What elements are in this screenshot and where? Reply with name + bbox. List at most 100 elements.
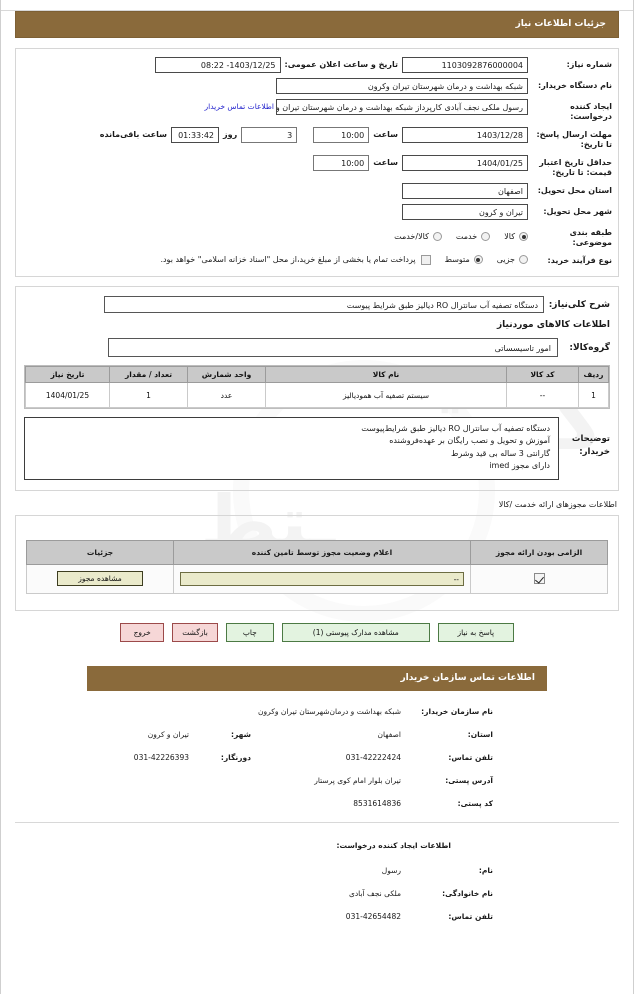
- desc-line: دارای مجوز imed: [489, 461, 550, 471]
- buyer-org-label: نام دستگاه خریدار:: [538, 81, 612, 90]
- view-attachments-button[interactable]: مشاهده مدارک پیوستی (1): [281, 622, 430, 642]
- col-unit: واحد شمارش: [187, 366, 266, 383]
- days-label: روز: [223, 130, 238, 139]
- creator-firstname-label: نام:: [478, 865, 493, 875]
- deadline-date-field[interactable]: 1403/12/28: [402, 127, 528, 143]
- exit-button[interactable]: خروج: [120, 622, 165, 642]
- creator-firstname-value: رسول: [381, 865, 401, 875]
- desc-line: آموزش و تحویل و نصب رایگان بر عهده‌فروشن…: [389, 436, 550, 446]
- contact-phone-value: 031-42222424: [345, 752, 401, 762]
- province-field[interactable]: اصفهان: [402, 183, 528, 199]
- creator-phone-label: تلفن تماس:: [448, 911, 493, 921]
- contact-divider: [15, 821, 619, 823]
- print-button[interactable]: چاپ: [225, 622, 274, 642]
- cell-name: سیستم تصفیه آب همودیالیز: [265, 382, 507, 408]
- permits-note: اطلاعات مجوزهای ارائه خدمت /کالا: [498, 499, 617, 509]
- summary-field[interactable]: دستگاه تصفیه آب سانترال RO دیالیز طبق شر…: [104, 296, 544, 313]
- need-number-row: شماره نیاز: 1103092876000004 تاریخ و ساع…: [22, 57, 612, 73]
- radio-process-motavaset[interactable]: متوسط: [445, 255, 483, 264]
- contact-org-row: نام سازمان خریدار: شبکه بهداشت و درمان‌ش…: [1, 707, 493, 716]
- need-number-label: شماره نیاز:: [566, 60, 612, 69]
- back-button[interactable]: بازگشت: [172, 622, 218, 642]
- radio-label-motavaset: متوسط: [444, 255, 470, 264]
- action-button-row: پاسخ به نیاز مشاهده مدارک پیوستی (1) چاپ…: [1, 622, 633, 642]
- goods-table: ردیف کد کالا نام کالا واحد شمارش تعداد /…: [25, 366, 609, 408]
- buyer-org-row: نام دستگاه خریدار: شبکه بهداشت و درمان ش…: [22, 78, 612, 94]
- validity-date-field[interactable]: 1404/01/25: [402, 155, 528, 171]
- cell-code: --: [506, 382, 579, 408]
- contact-section-title: اطلاعات تماس سازمان خریدار: [87, 665, 547, 691]
- cell-date: 1404/01/25: [25, 382, 110, 408]
- contact-province-label: استان:: [467, 729, 493, 739]
- cell-row: 1: [578, 382, 609, 408]
- deadline-label: مهلت ارسال پاسخ: تا تاریخ:: [536, 130, 612, 149]
- radio-on-icon: [473, 255, 483, 264]
- creator-field[interactable]: رسول ملکی نجف آبادی کارپرداز شبکه بهداشت…: [276, 99, 528, 115]
- validity-row: حداقل تاریخ اعتبار قیمت: تا تاریخ: 1404/…: [22, 155, 612, 178]
- permits-table: الزامی بودن ارائه مجوز اعلام وضعیت مجوز …: [26, 539, 608, 594]
- province-label: استان محل تحویل:: [537, 186, 612, 195]
- contact-body: نام سازمان خریدار: شبکه بهداشت و درمان‌ش…: [1, 691, 633, 921]
- col-qty: تعداد / مقدار: [109, 366, 188, 383]
- classification-label: طبقه بندی موضوعی:: [569, 228, 612, 247]
- summary-row: شرح کلی‌نیاز: دستگاه تصفیه آب سانترال RO…: [24, 296, 610, 313]
- respond-to-need-button[interactable]: پاسخ به نیاز: [437, 622, 514, 642]
- buyer-contact-link[interactable]: اطلاعات تماس خریدار: [204, 102, 275, 111]
- contact-postal-label: کد پستی:: [457, 798, 493, 808]
- creator-phone-value: 031-42654482: [345, 911, 401, 921]
- contact-phone-row: تلفن تماس: 031-42222424 دورنگار: 031-422…: [1, 753, 493, 762]
- deadline-row: مهلت ارسال پاسخ: تا تاریخ: 1403/12/28 سا…: [22, 127, 612, 150]
- cell-qty: 1: [109, 382, 188, 408]
- creator-lastname-label: نام خانوادگی:: [442, 888, 493, 898]
- creator-row: ایجاد کننده درخواست: رسول ملکی نجف آبادی…: [22, 99, 612, 122]
- goods-table-header-row: ردیف کد کالا نام کالا واحد شمارش تعداد /…: [25, 366, 609, 383]
- col-permit-details: جزئیات: [26, 539, 174, 565]
- radio-off-icon: [519, 255, 528, 264]
- validity-hour-label: ساعت: [373, 158, 398, 167]
- validity-hour-field[interactable]: 10:00: [313, 155, 370, 171]
- deadline-hour-field[interactable]: 10:00: [313, 127, 370, 143]
- radio-off-icon: [432, 232, 442, 241]
- treasury-checkbox-group[interactable]: پرداخت تمام یا بخشی از مبلغ خرید،از محل …: [160, 254, 431, 265]
- contact-city-label: شهر:: [231, 729, 251, 739]
- radio-classification-kala-khedmat[interactable]: کالا/خدمت: [394, 232, 442, 241]
- radio-process-jozei[interactable]: جزیی: [497, 255, 528, 264]
- need-number-field[interactable]: 1103092876000004: [402, 57, 528, 73]
- col-name: نام کالا: [265, 366, 507, 383]
- treasury-note: پرداخت تمام یا بخشی از مبلغ خرید،از محل …: [160, 255, 416, 264]
- city-row: شهر محل تحویل: تیران و کرون: [22, 204, 612, 220]
- contact-province-row: استان: اصفهان شهر: تیران و کرون: [1, 730, 493, 739]
- announce-label: تاریخ و ساعت اعلان عمومی:: [284, 60, 399, 69]
- treasury-checkbox[interactable]: [420, 254, 431, 265]
- buyer-description-box[interactable]: دستگاه تصفیه آب سانترال RO دیالیز طبق شر…: [24, 417, 559, 480]
- cell-permit-status: --: [173, 563, 471, 594]
- table-row: -- مشاهده مجوز: [26, 563, 608, 594]
- announce-datetime-field[interactable]: 1403/12/25- 08:22: [154, 57, 281, 73]
- permit-status-field[interactable]: --: [180, 571, 464, 586]
- table-row: 1 -- سیستم تصفیه آب همودیالیز عدد 1 1404…: [25, 382, 609, 408]
- buyer-org-field[interactable]: شبکه بهداشت و درمان شهرستان تیران وکرون: [276, 78, 528, 94]
- city-field[interactable]: تیران و کرون: [402, 204, 528, 220]
- permit-required-checkbox[interactable]: [533, 573, 545, 585]
- countdown-field[interactable]: 01:33:42: [171, 127, 219, 143]
- creator-firstname-row: نام: رسول: [1, 866, 493, 875]
- contact-province-value: اصفهان: [377, 729, 402, 739]
- goods-group-field[interactable]: امور تاسیسساتی: [108, 338, 558, 357]
- creator-lastname-row: نام خانوادگی: ملکی نجف آبادی: [1, 889, 493, 898]
- goods-group-row: گروه‌کالا: امور تاسیسساتی: [24, 338, 610, 357]
- classification-row: طبقه بندی موضوعی: کالا خدمت کالا/خدمت: [22, 225, 612, 248]
- days-remaining-field[interactable]: 3: [241, 127, 298, 143]
- col-row: ردیف: [578, 366, 609, 383]
- creator-lastname-value: ملکی نجف آبادی: [348, 888, 401, 898]
- radio-classification-khedmat[interactable]: خدمت: [455, 232, 491, 241]
- province-row: استان محل تحویل: اصفهان: [22, 183, 612, 199]
- permits-panel: الزامی بودن ارائه مجوز اعلام وضعیت مجوز …: [15, 514, 619, 611]
- radio-classification-kala[interactable]: کالا: [504, 232, 528, 241]
- city-label: شهر محل تحویل:: [543, 207, 612, 216]
- view-permit-button[interactable]: مشاهده مجوز: [57, 571, 143, 587]
- permits-header-row: الزامی بودن ارائه مجوز اعلام وضعیت مجوز …: [26, 539, 608, 565]
- radio-off-icon: [481, 232, 491, 241]
- contact-org-label: نام سازمان خریدار:: [421, 706, 493, 716]
- radio-label-khedmat: خدمت: [455, 232, 478, 241]
